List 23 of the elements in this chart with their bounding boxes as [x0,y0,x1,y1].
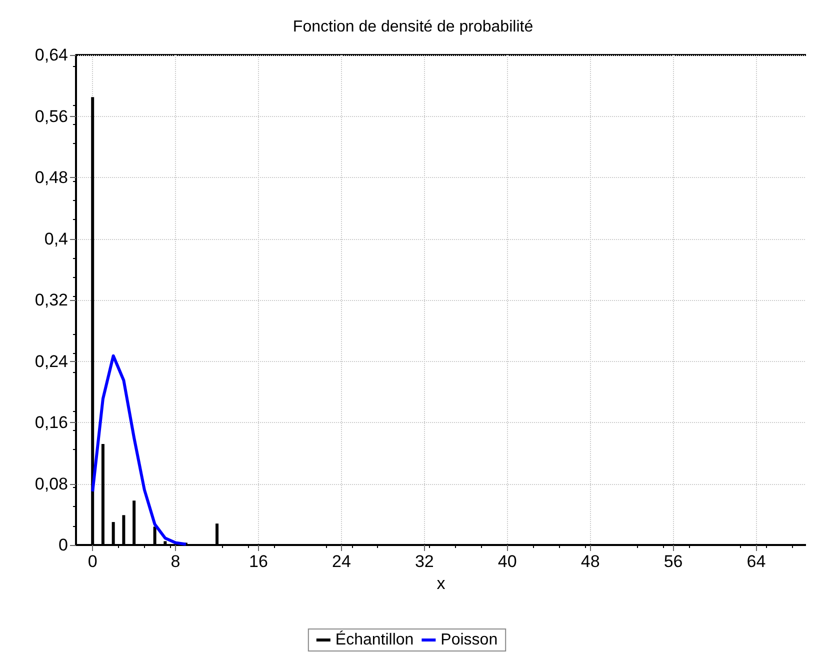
x-tick-label: 16 [249,552,268,571]
line-series [91,354,188,546]
y-tick-label: 0,16 [34,413,68,432]
y-tick-label: 0,32 [34,290,68,310]
x-tick-label: 64 [746,552,766,571]
legend-label: Échantillon [335,630,414,648]
y-tick-label: 0,4 [44,229,68,248]
y-tick-label: 0,48 [34,168,68,187]
x-tick-label: 0 [88,552,98,571]
y-tick-label: 0,24 [34,352,68,371]
x-tick-label: 8 [170,552,180,571]
y-tick-label: 0,08 [34,474,68,494]
y-tick-label: 0,64 [34,46,68,64]
x-tick-label: 40 [498,552,517,571]
chart-title: Fonction de densité de probabilité [292,18,534,36]
x-tick-label: 56 [664,552,683,571]
x-axis-title: x [436,574,446,593]
x-tick-label: 48 [580,552,600,571]
y-tick-label: 0,56 [34,106,68,126]
x-tick-label: 32 [414,552,434,571]
x-tick-label: 24 [332,552,351,571]
legend-label: Poisson [440,632,498,648]
y-tick-label: 0 [58,536,68,554]
